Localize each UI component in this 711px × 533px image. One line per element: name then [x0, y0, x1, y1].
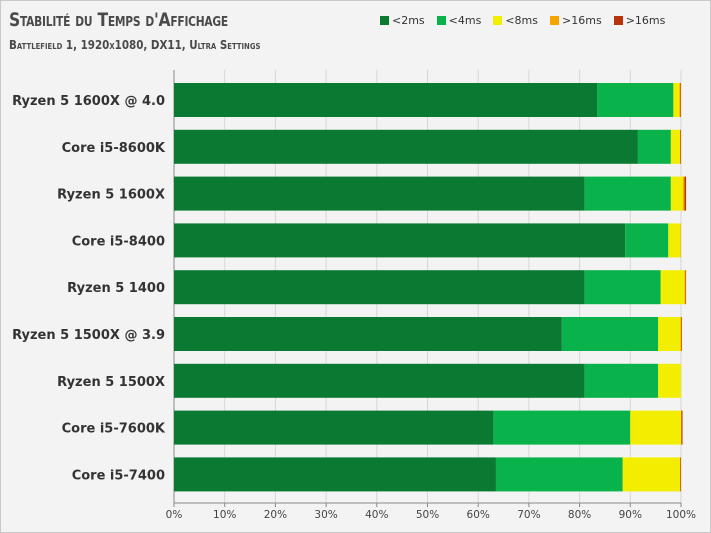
bar-segment — [680, 317, 682, 351]
x-tick-label: 20% — [264, 509, 287, 521]
legend-item: <8ms — [493, 14, 538, 27]
bar-group — [174, 457, 681, 492]
legend-swatch — [613, 15, 623, 25]
category-label: Ryzen 5 1500X @ 3.9 — [12, 328, 165, 343]
bar-segment — [630, 410, 681, 445]
bar-segment — [680, 129, 681, 164]
legend-swatch — [493, 15, 503, 25]
legend-item: <4ms — [436, 13, 482, 27]
bar-group — [174, 129, 681, 164]
legend-label: >16ms — [625, 13, 666, 27]
x-tick-label: 0% — [166, 509, 183, 521]
bar-segment — [680, 83, 681, 117]
x-tick-label: 30% — [314, 509, 337, 521]
bar-segment — [174, 270, 585, 305]
legend-item: >16ms — [550, 14, 602, 27]
legend-label: >16ms — [562, 13, 602, 27]
bar-segment — [174, 176, 585, 211]
bar-segment — [681, 317, 683, 351]
x-tick-label: 80% — [568, 509, 591, 521]
bar-group — [174, 270, 687, 305]
bar-segment — [681, 410, 683, 445]
legend-swatch — [380, 15, 389, 25]
category-label: Core i5-8400 — [72, 234, 165, 249]
category-label: Ryzen 5 1500X — [57, 375, 165, 390]
bar-group — [174, 176, 687, 211]
bar-segment — [584, 270, 661, 305]
x-tick-label: 10% — [213, 509, 236, 521]
bar-segment — [561, 317, 659, 351]
category-label: Ryzen 5 1400 — [67, 281, 165, 296]
chart-title: Stabilité du Temps d'Affichage — [9, 9, 228, 31]
legend-label: <2ms — [392, 13, 425, 27]
bar-segment — [174, 129, 638, 164]
chart-subtitle: Battlefield 1, 1920x1080, DX11, Ultra Se… — [9, 38, 261, 52]
category-label: Core i5-7600K — [62, 422, 166, 437]
x-tick-label: 70% — [517, 509, 540, 521]
legend-item: <2ms — [380, 14, 425, 27]
bar-segment — [681, 410, 682, 445]
bar-segment — [679, 83, 681, 117]
bar-segment — [680, 223, 681, 258]
category-label: Core i5-8600K — [62, 141, 166, 156]
category-label: Ryzen 5 1600X @ 4.0 — [12, 94, 165, 109]
bar-group — [174, 223, 681, 258]
legend-swatch — [550, 15, 560, 25]
bar-segment — [684, 176, 687, 211]
bar-segment — [174, 83, 598, 117]
bar-segment — [174, 457, 496, 492]
bar-segment — [684, 270, 686, 305]
bar-segment — [683, 176, 685, 211]
bar-segment — [584, 176, 671, 211]
bar-segment — [637, 129, 671, 164]
bar-segment — [685, 270, 687, 305]
bar-segment — [174, 223, 626, 258]
bar-group — [174, 83, 681, 117]
x-tick-label: 50% — [416, 509, 439, 521]
bar-segment — [670, 129, 680, 164]
bar-segment — [658, 317, 681, 351]
bar-segment — [679, 457, 681, 492]
legend-label: <8ms — [505, 13, 539, 27]
bar-group — [174, 317, 683, 351]
x-tick-label: 90% — [619, 509, 642, 521]
chart-legend: <2ms <4ms <8ms >16ms >16ms — [380, 13, 677, 27]
bar-segment — [680, 457, 681, 492]
bar-segment — [622, 457, 680, 492]
x-tick-label: 40% — [365, 509, 388, 521]
bar-segment — [670, 176, 684, 211]
bar-segment — [493, 410, 631, 445]
bar-segment — [660, 270, 685, 305]
bar-segment — [597, 83, 674, 117]
legend-swatch — [436, 15, 446, 25]
bar-segment — [174, 317, 562, 351]
legend-label: <4ms — [448, 13, 482, 27]
bar-segment — [625, 223, 669, 258]
bar-segment — [174, 410, 494, 445]
x-tick-label: 60% — [467, 509, 490, 521]
bar-segment — [495, 457, 623, 492]
bar-segment — [584, 363, 659, 398]
legend-item: >16ms — [613, 13, 666, 27]
bar-group — [174, 363, 681, 398]
bar-segment — [679, 129, 681, 164]
bar-segment — [673, 83, 680, 117]
bar-group — [174, 410, 683, 445]
category-label: Ryzen 5 1600X — [57, 188, 165, 203]
bar-segment — [668, 223, 681, 258]
category-label: Core i5-7400 — [72, 468, 165, 483]
bar-segment — [174, 363, 585, 398]
x-tick-label: 100% — [666, 509, 696, 521]
bar-segment — [658, 363, 681, 398]
